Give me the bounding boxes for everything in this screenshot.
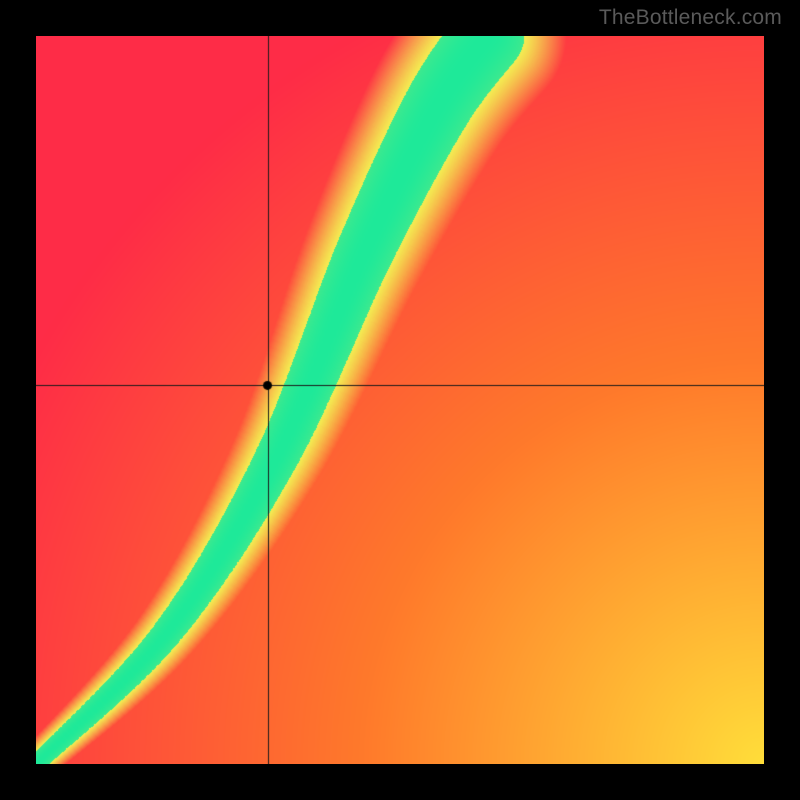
watermark-text: TheBottleneck.com bbox=[599, 6, 782, 30]
chart-container: TheBottleneck.com bbox=[0, 0, 800, 800]
heatmap-plot bbox=[36, 36, 764, 764]
overlay-canvas bbox=[36, 36, 764, 764]
